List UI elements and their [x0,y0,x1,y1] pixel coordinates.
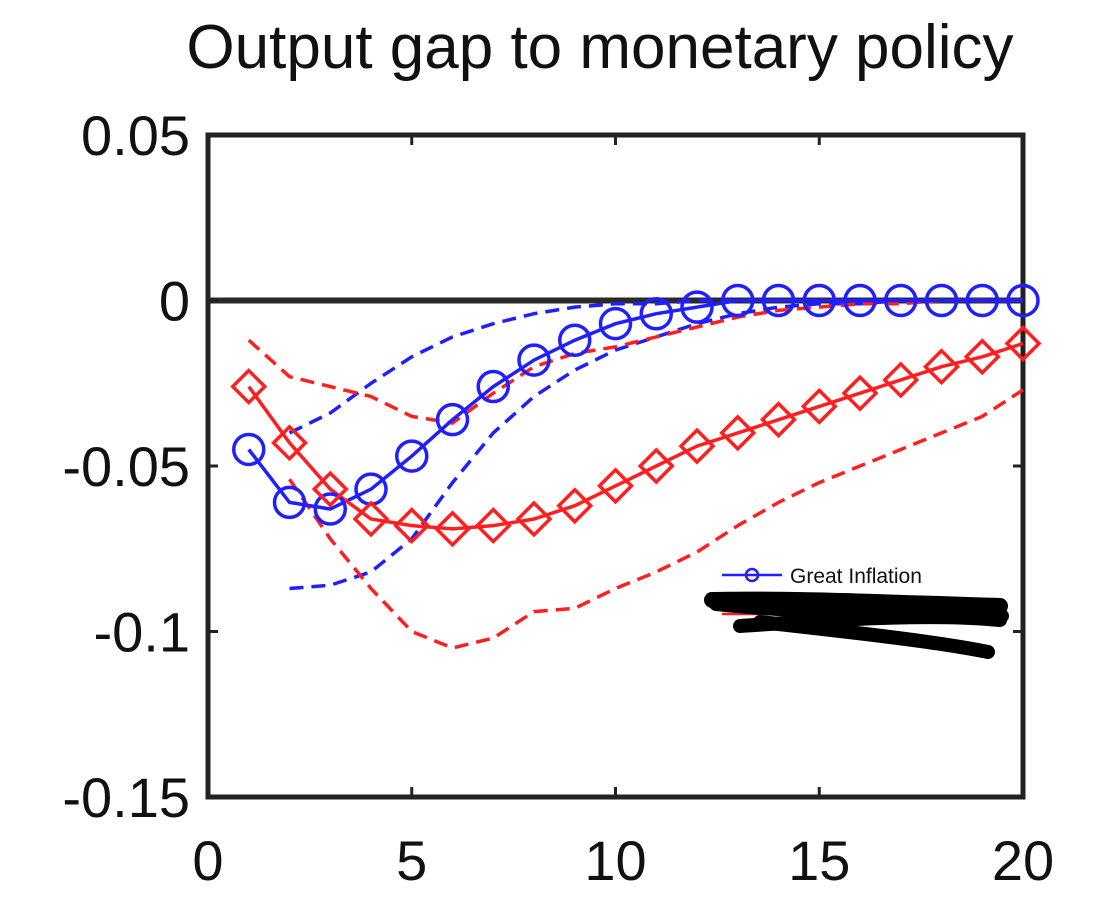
series-2-point [800,387,838,425]
series-1-point [272,485,307,520]
series-1-point [802,283,836,318]
y-tick-label: 0.05 [81,104,190,167]
series-1-point [598,306,633,341]
series-2-band-lower [288,388,1024,650]
series-1-point [395,439,429,473]
series-1-line [247,298,1023,511]
series-2-point [271,424,308,462]
series-2-point [393,507,431,545]
legend: Great Inflation [704,558,1009,659]
axis-ticks: 0 5 10 15 20 -0.15 -0.1 -0.05 0 0.05 [62,104,1054,892]
y-tick-label: -0.15 [62,766,190,829]
series-2-point [597,467,634,505]
series-1-point [435,402,470,437]
series-1-point [721,283,755,318]
redaction-scribble [704,591,1009,659]
series-2-point [760,401,797,439]
y-tick-label: -0.05 [62,435,190,498]
series-2-point [963,338,1001,376]
series-2-point [637,447,675,485]
x-tick-label: 10 [584,829,646,892]
series-1-point [680,290,714,324]
series-2-point [678,427,716,465]
series-1-point [965,283,999,318]
x-tick-label: 20 [992,829,1054,892]
series-2-point [556,487,594,525]
series-2-line [247,341,1024,531]
series-2-point [923,348,960,386]
series-1-point [843,283,877,318]
series-1-point [558,323,592,357]
legend-marker-great-inflation [744,567,760,583]
plot-area [205,132,1026,800]
series-2-point [515,500,553,538]
series-lines [247,298,1024,531]
series-2-point [230,368,268,406]
x-tick-label: 5 [396,829,427,892]
series-1-point [517,343,551,377]
series-1-point [639,296,673,331]
legend-label-great-inflation: Great Inflation [790,565,922,588]
y-tick-label: -0.1 [94,601,191,664]
x-tick-label: 0 [192,829,223,892]
series-2-point [719,414,757,452]
series-2-point [841,374,879,412]
x-tick-label: 15 [788,829,850,892]
chart-title: Output gap to monetary policy [186,13,1013,82]
series-2-point [882,361,920,399]
series-markers [230,283,1042,548]
series-2-point [434,510,471,548]
series-1-point [313,492,347,526]
y-tick-label: 0 [159,270,190,333]
series-2-band-upper [247,298,1023,425]
series-2-point [352,500,390,538]
series-1-point [1006,283,1040,318]
series-2-point [474,507,512,545]
series-1-point [884,283,918,318]
series-2-point [1004,325,1042,363]
series-2-point [311,470,349,508]
series-1-point [761,283,796,318]
series-1-point [232,432,266,467]
series-1-point [924,283,959,318]
series-1-point [476,369,510,404]
